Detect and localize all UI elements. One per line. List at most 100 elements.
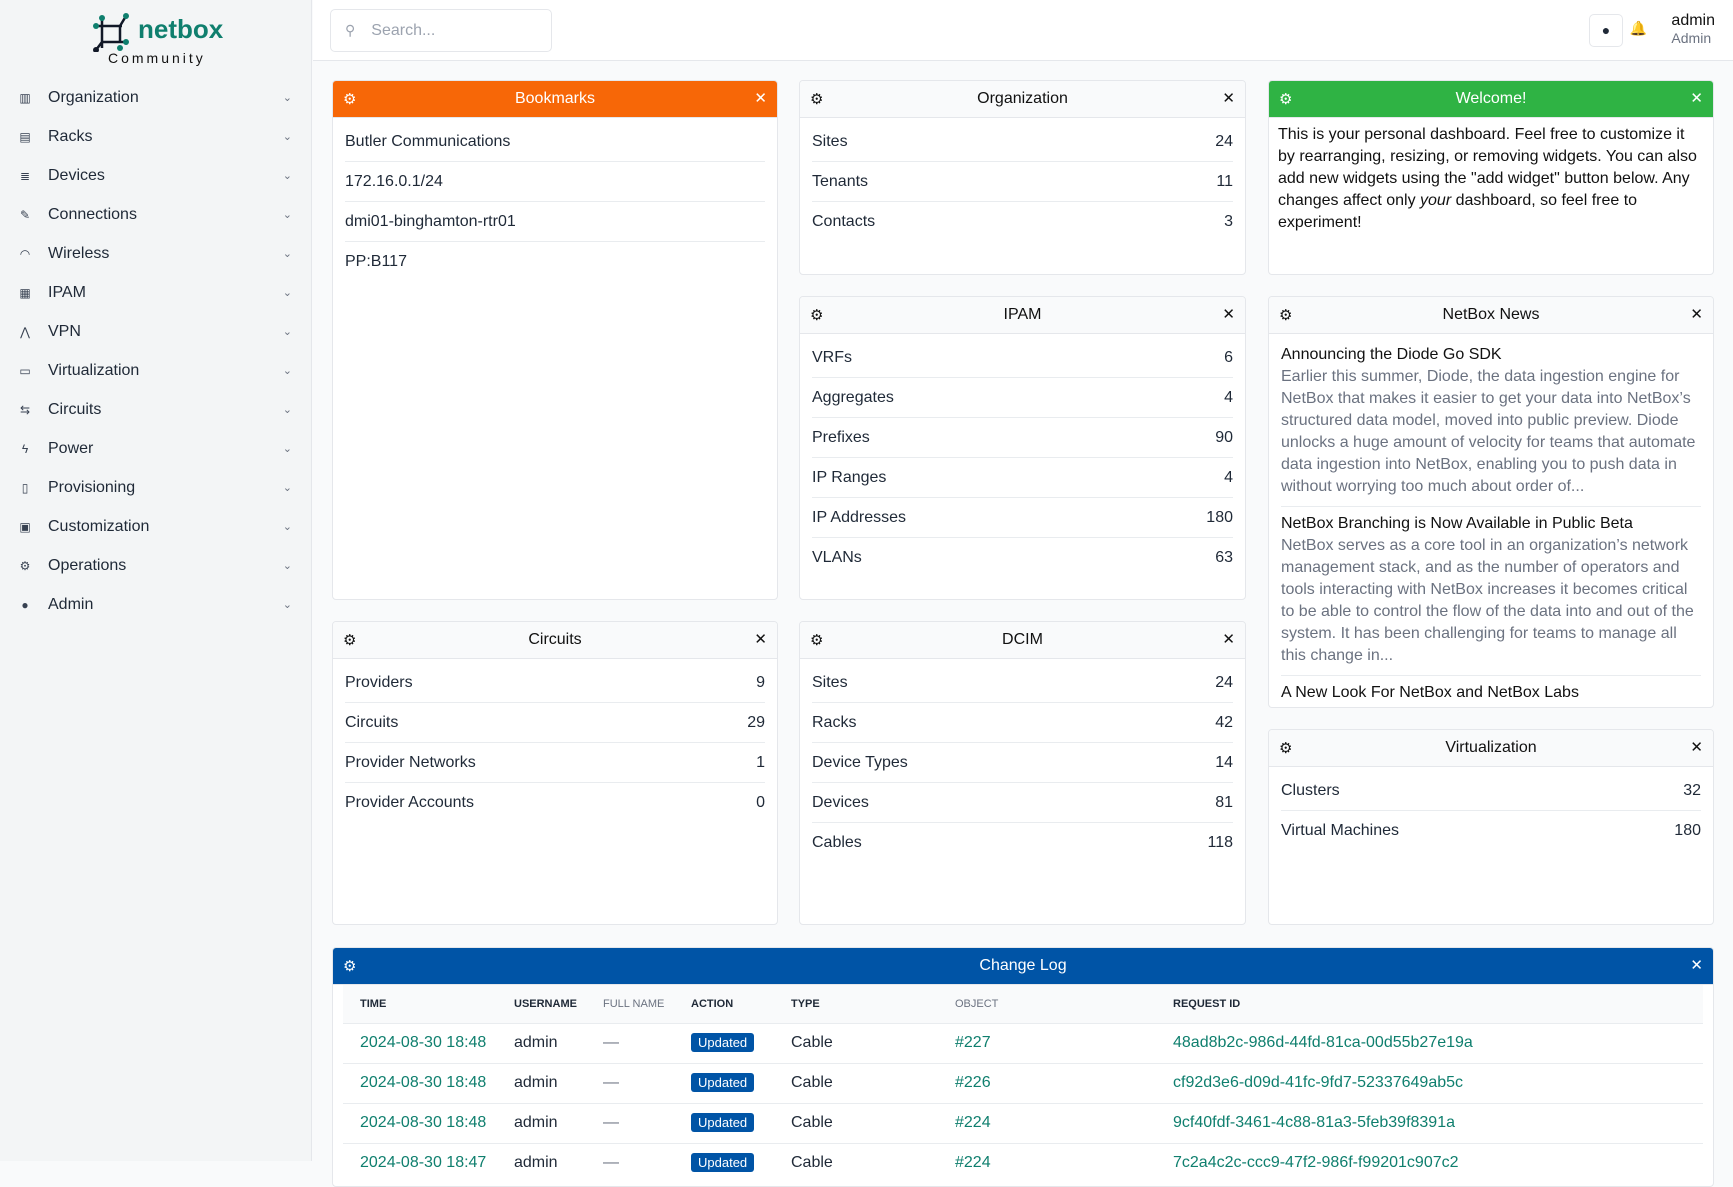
stat-label: Contacts bbox=[812, 213, 876, 230]
sidebar-item-organization[interactable]: ▥ Organization ⌄ bbox=[0, 78, 312, 117]
stat-row-sites[interactable]: Sites 24 bbox=[812, 663, 1233, 703]
sidebar-item-ipam[interactable]: ▦ IPAM ⌄ bbox=[0, 273, 312, 312]
request-id-link[interactable]: 7c2a4c2c-ccc9-47f2-986f-f99201c907c2 bbox=[1173, 1154, 1459, 1172]
bookmark-link[interactable]: PP:B117 bbox=[345, 242, 765, 282]
request-id-link[interactable]: 9cf40fdf-3461-4c88-81a3-5feb39f8391a bbox=[1173, 1114, 1455, 1131]
bookmark-link[interactable]: Butler Communications bbox=[345, 122, 765, 162]
action-badge: Updated bbox=[691, 1073, 755, 1092]
stat-label: VLANs bbox=[812, 549, 862, 566]
column-header-object[interactable]: OBJECT bbox=[938, 985, 1156, 1023]
sidebar-item-virtualization[interactable]: ▭ Virtualization ⌄ bbox=[0, 351, 312, 390]
request-id-link[interactable]: 48ad8b2c-986d-44fd-81ca-00d55b27e19a bbox=[1173, 1034, 1473, 1051]
cell: #224 bbox=[938, 1102, 1156, 1143]
time-link[interactable]: 2024-08-30 18:48 bbox=[360, 1034, 487, 1051]
column-header-full-name[interactable]: FULL NAME bbox=[586, 985, 674, 1023]
stat-row-circuits[interactable]: Circuits 29 bbox=[345, 703, 765, 743]
gear-icon[interactable]: ⚙ bbox=[343, 91, 357, 108]
stat-row-cables[interactable]: Cables 118 bbox=[812, 823, 1233, 863]
sidebar-item-label: Customization bbox=[48, 517, 150, 535]
close-icon[interactable]: ✕ bbox=[1690, 90, 1703, 107]
close-icon[interactable]: ✕ bbox=[1690, 957, 1703, 974]
stat-row-device-types[interactable]: Device Types 14 bbox=[812, 743, 1233, 783]
gear-icon[interactable]: ⚙ bbox=[1279, 740, 1293, 757]
gear-icon[interactable]: ⚙ bbox=[1279, 91, 1293, 108]
news-title[interactable]: NetBox Branching is Now Available in Pub… bbox=[1281, 515, 1633, 532]
sidebar-item-vpn[interactable]: ⋀ VPN ⌄ bbox=[0, 312, 312, 351]
stat-row-providers[interactable]: Providers 9 bbox=[345, 663, 765, 703]
stat-row-vlans[interactable]: VLANs 63 bbox=[812, 538, 1233, 578]
stat-row-tenants[interactable]: Tenants 11 bbox=[812, 162, 1233, 202]
news-item[interactable]: NetBox Branching is Now Available in Pub… bbox=[1281, 507, 1701, 676]
stat-row-virtual-machines[interactable]: Virtual Machines 180 bbox=[1281, 811, 1701, 851]
search-placeholder: Search... bbox=[371, 21, 436, 39]
sidebar-item-operations[interactable]: ⚙ Operations ⌄ bbox=[0, 546, 312, 585]
user-menu[interactable]: admin Admin bbox=[1671, 12, 1715, 46]
close-icon[interactable]: ✕ bbox=[1690, 306, 1703, 323]
stat-row-devices[interactable]: Devices 81 bbox=[812, 783, 1233, 823]
stat-row-ip-ranges[interactable]: IP Ranges 4 bbox=[812, 458, 1233, 498]
sidebar-item-admin[interactable]: ● Admin ⌄ bbox=[0, 585, 312, 624]
request-id-link[interactable]: cf92d3e6-d09d-41fc-9fd7-52337649ab5c bbox=[1173, 1074, 1464, 1091]
sidebar-item-racks[interactable]: ▤ Racks ⌄ bbox=[0, 117, 312, 156]
column-header-type[interactable]: TYPE bbox=[774, 985, 938, 1023]
full-name: — bbox=[603, 1034, 619, 1051]
theme-toggle-button[interactable]: ● bbox=[1589, 14, 1623, 47]
sidebar-item-connections[interactable]: ✎ Connections ⌄ bbox=[0, 195, 312, 234]
bell-icon[interactable]: 🔔 bbox=[1629, 20, 1647, 36]
sidebar-item-wireless[interactable]: ◠ Wireless ⌄ bbox=[0, 234, 312, 273]
news-item[interactable]: A New Look For NetBox and NetBox Labs bbox=[1281, 676, 1701, 707]
stat-row-racks[interactable]: Racks 42 bbox=[812, 703, 1233, 743]
news-title[interactable]: A New Look For NetBox and NetBox Labs bbox=[1281, 684, 1579, 701]
bookmark-link[interactable]: dmi01-binghamton-rtr01 bbox=[345, 202, 765, 242]
column-header-username[interactable]: USERNAME bbox=[497, 985, 586, 1023]
close-icon[interactable]: ✕ bbox=[754, 90, 767, 107]
gear-icon[interactable]: ⚙ bbox=[343, 958, 357, 975]
news-item[interactable]: Announcing the Diode Go SDK Earlier this … bbox=[1281, 338, 1701, 507]
table-row: 2024-08-30 18:48 admin — Updated Cable #226 cf… bbox=[343, 1062, 1703, 1103]
column-header-request-id[interactable]: REQUEST ID bbox=[1156, 985, 1703, 1023]
stat-row-ip-addresses[interactable]: IP Addresses 180 bbox=[812, 498, 1233, 538]
gear-icon[interactable]: ⚙ bbox=[810, 307, 824, 324]
time-link[interactable]: 2024-08-30 18:48 bbox=[360, 1114, 487, 1131]
stat-row-provider-networks[interactable]: Provider Networks 1 bbox=[345, 743, 765, 783]
column-header-action[interactable]: ACTION bbox=[674, 985, 774, 1023]
stat-label: Sites bbox=[812, 673, 848, 691]
close-icon[interactable]: ✕ bbox=[1690, 739, 1703, 756]
stat-row-provider-accounts[interactable]: Provider Accounts 0 bbox=[345, 783, 765, 823]
column-header-time[interactable]: TIME bbox=[343, 985, 497, 1023]
gear-icon[interactable]: ⚙ bbox=[810, 632, 824, 649]
stat-label: Virtual Machines bbox=[1281, 822, 1399, 839]
sidebar-item-power[interactable]: ϟ Power ⌄ bbox=[0, 429, 312, 468]
object-link[interactable]: #226 bbox=[955, 1074, 991, 1091]
widget-title: Welcome! bbox=[1455, 90, 1527, 107]
cell: Cable bbox=[774, 1102, 938, 1143]
news-title[interactable]: Announcing the Diode Go SDK bbox=[1281, 346, 1502, 363]
stat-row-aggregates[interactable]: Aggregates 4 bbox=[812, 378, 1233, 418]
object-link[interactable]: #227 bbox=[955, 1034, 991, 1051]
gear-icon[interactable]: ⚙ bbox=[343, 632, 357, 649]
stat-row-prefixes[interactable]: Prefixes 90 bbox=[812, 418, 1233, 458]
close-icon[interactable]: ✕ bbox=[1222, 90, 1235, 107]
stat-row-sites[interactable]: Sites 24 bbox=[812, 122, 1233, 162]
time-link[interactable]: 2024-08-30 18:47 bbox=[360, 1154, 487, 1172]
object-link[interactable]: #224 bbox=[955, 1114, 991, 1131]
cell: 2024-08-30 18:48 bbox=[343, 1062, 497, 1103]
sidebar-item-customization[interactable]: ▣ Customization ⌄ bbox=[0, 507, 312, 546]
stat-row-contacts[interactable]: Contacts 3 bbox=[812, 202, 1233, 242]
close-icon[interactable]: ✕ bbox=[1222, 631, 1235, 648]
close-icon[interactable]: ✕ bbox=[1222, 306, 1235, 323]
stat-row-clusters[interactable]: Clusters 32 bbox=[1281, 771, 1701, 811]
stat-label: Devices bbox=[812, 793, 869, 811]
object-link[interactable]: #224 bbox=[955, 1154, 991, 1172]
stat-row-vrfs[interactable]: VRFs 6 bbox=[812, 338, 1233, 378]
bookmark-link[interactable]: 172.16.0.1/24 bbox=[345, 162, 765, 202]
gear-icon[interactable]: ⚙ bbox=[1279, 307, 1293, 324]
sidebar-item-provisioning[interactable]: ▯ Provisioning ⌄ bbox=[0, 468, 312, 507]
time-link[interactable]: 2024-08-30 18:48 bbox=[360, 1074, 487, 1091]
netbox-logo[interactable]: netbox Community bbox=[92, 12, 232, 70]
gear-icon[interactable]: ⚙ bbox=[810, 91, 824, 108]
sidebar-item-devices[interactable]: ≣ Devices ⌄ bbox=[0, 156, 312, 195]
search-input[interactable]: ⚲ Search... bbox=[330, 9, 552, 52]
sidebar-item-circuits[interactable]: ⇆ Circuits ⌄ bbox=[0, 390, 312, 429]
close-icon[interactable]: ✕ bbox=[754, 631, 767, 648]
